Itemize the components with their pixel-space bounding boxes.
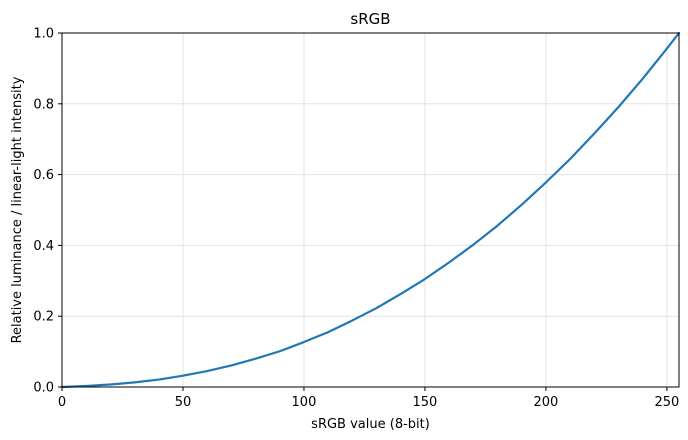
x-tick-label: 200 bbox=[534, 395, 559, 410]
x-tick-label: 50 bbox=[175, 395, 192, 410]
y-axis-label: Relative luminance / linear-light intens… bbox=[10, 76, 25, 343]
grid bbox=[61, 32, 679, 388]
y-tick-label: 0.2 bbox=[33, 310, 54, 325]
y-tick-label: 0.4 bbox=[33, 239, 54, 254]
x-tick-label: 100 bbox=[292, 395, 317, 410]
ticks: 0 50 100 150 200 250 0.0 0.2 0.4 0.6 0.8 1.0 bbox=[33, 27, 679, 411]
y-tick-label: 0.6 bbox=[33, 168, 54, 183]
series-line bbox=[60, 31, 681, 389]
y-tick-label: 0.8 bbox=[33, 97, 54, 112]
series-layer bbox=[60, 31, 681, 389]
chart-title: sRGB bbox=[350, 10, 390, 28]
y-tick-label: 0.0 bbox=[33, 381, 54, 396]
x-tick-label: 150 bbox=[413, 395, 438, 410]
x-axis-label: sRGB value (8-bit) bbox=[311, 417, 430, 432]
y-tick-label: 1.0 bbox=[33, 27, 54, 42]
plot-frame bbox=[61, 32, 680, 388]
x-tick-label: 250 bbox=[654, 395, 679, 410]
x-tick-label: 0 bbox=[58, 395, 66, 410]
